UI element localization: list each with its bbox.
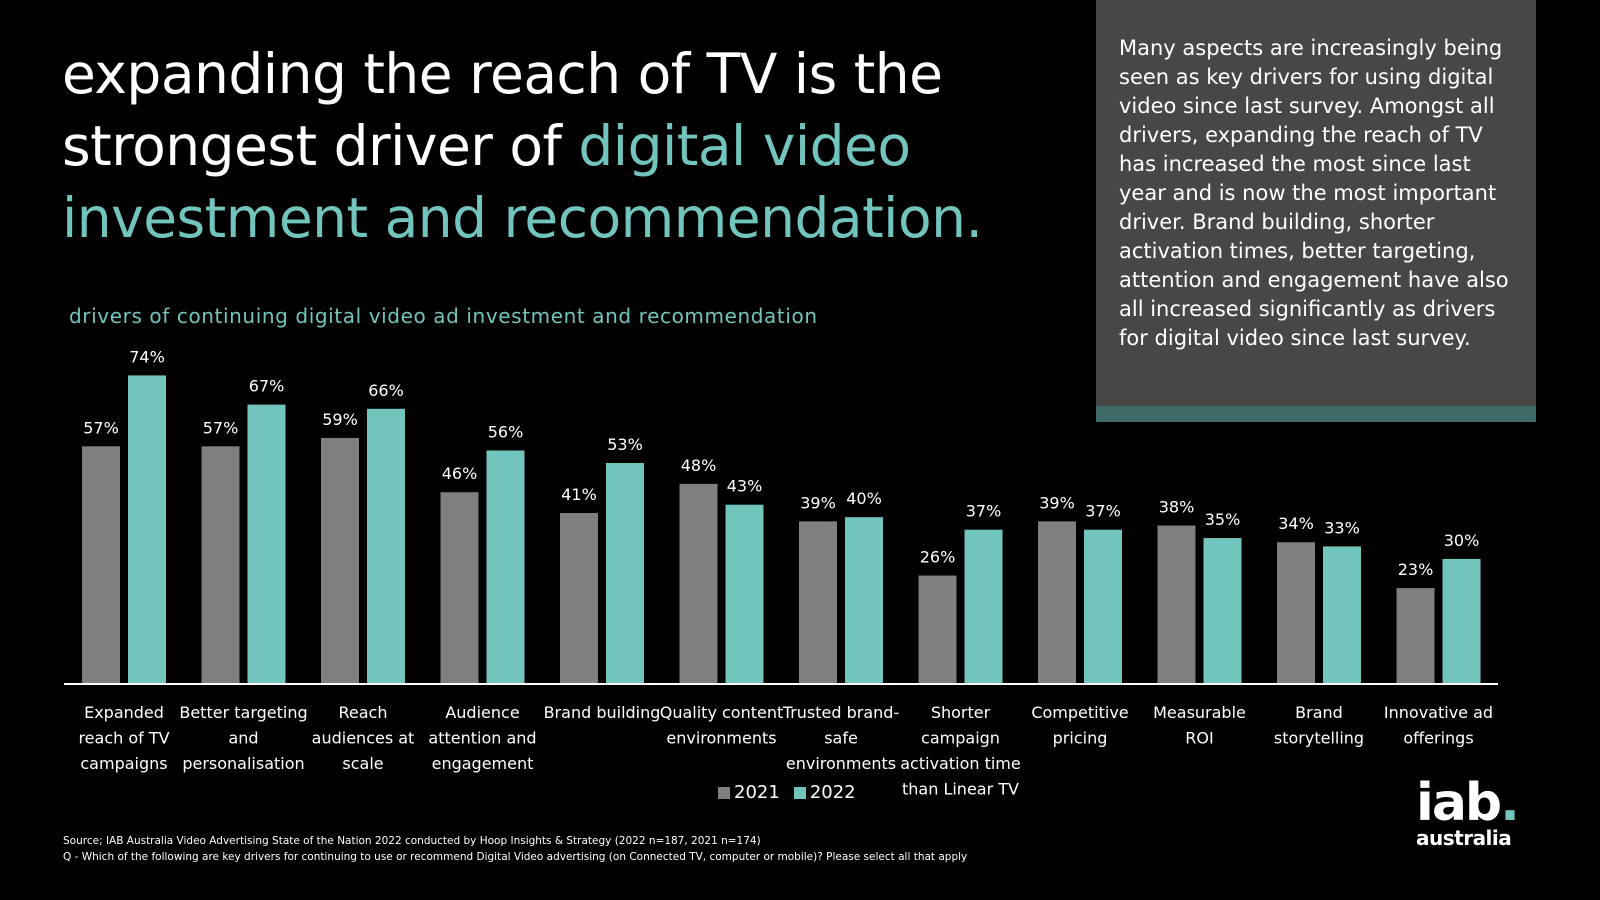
- category-label-9-1: ROI: [1185, 729, 1213, 748]
- bar-2021-4: [560, 513, 598, 684]
- category-label-10-1: storytelling: [1274, 729, 1364, 748]
- data-label-2022-7: 37%: [966, 502, 1002, 521]
- bar-2022-9: [1203, 538, 1242, 684]
- data-label-2022-0: 74%: [129, 347, 165, 366]
- bar-2021-7: [918, 575, 957, 684]
- category-label-8-1: pricing: [1053, 729, 1108, 748]
- bar-2022-2: [367, 408, 405, 684]
- data-label-2021-3: 46%: [442, 464, 478, 483]
- data-label-2021-5: 48%: [681, 456, 717, 475]
- data-label-2022-11: 30%: [1444, 531, 1480, 550]
- bar-2021-9: [1157, 525, 1196, 684]
- data-label-2021-11: 23%: [1398, 560, 1434, 579]
- category-label-3-2: engagement: [432, 754, 534, 773]
- category-label-2-1: audiences at: [312, 729, 415, 748]
- data-label-2022-5: 43%: [727, 477, 763, 496]
- category-label-11-1: offerings: [1403, 729, 1473, 748]
- category-label-6-2: environments: [786, 754, 896, 773]
- category-label-7-2: activation time: [900, 754, 1020, 773]
- logo-subtitle: australia: [1416, 826, 1512, 850]
- legend-item-2021: 2021: [718, 782, 780, 803]
- chart-title: drivers of continuing digital video ad i…: [69, 304, 818, 328]
- data-label-2022-8: 37%: [1085, 502, 1121, 521]
- bar-2022-6: [845, 517, 883, 684]
- data-label-2022-4: 53%: [607, 435, 643, 454]
- data-label-2022-2: 66%: [368, 381, 404, 400]
- data-label-2021-10: 34%: [1278, 514, 1314, 533]
- legend-item-2022: 2022: [793, 782, 856, 803]
- data-label-2021-1: 57%: [203, 418, 239, 437]
- category-label-1-2: personalisation: [182, 754, 304, 773]
- bar-2021-8: [1038, 521, 1076, 684]
- category-label-3-1: attention and: [428, 729, 536, 748]
- category-label-7-0: Shorter: [931, 703, 991, 722]
- data-label-2022-6: 40%: [846, 489, 882, 508]
- category-label-7-3: than Linear TV: [902, 780, 1019, 799]
- source-footnote: Source; IAB Australia Video Advertising …: [63, 835, 761, 847]
- insight-text: Many aspects are increasingly being seen…: [1119, 36, 1509, 350]
- headline-part1: expanding the reach of TV is the stronge…: [62, 42, 943, 178]
- bar-2022-11: [1442, 558, 1481, 684]
- bar-2021-6: [799, 521, 837, 684]
- category-label-11-0: Innovative ad: [1384, 703, 1493, 722]
- category-label-8-0: Competitive: [1031, 703, 1128, 722]
- category-label-1-0: Better targeting: [179, 703, 307, 722]
- legend-label-2022: 2022: [809, 782, 856, 803]
- category-label-5-0: Quality content: [660, 703, 784, 722]
- bar-2022-0: [128, 375, 166, 684]
- bar-2022-7: [964, 529, 1003, 684]
- headline: expanding the reach of TV is the stronge…: [62, 38, 1062, 254]
- category-label-6-0: Trusted brand-: [782, 703, 899, 722]
- category-label-0-0: Expanded: [84, 703, 164, 722]
- bar-2021-10: [1277, 542, 1315, 684]
- logo-wordmark: iab.: [1416, 773, 1520, 833]
- insight-box: Many aspects are increasingly being seen…: [1096, 0, 1536, 422]
- data-label-2021-4: 41%: [561, 485, 597, 504]
- question-footnote: Q - Which of the following are key drive…: [63, 851, 968, 863]
- bar-2022-5: [725, 504, 764, 684]
- bar-2022-3: [486, 450, 525, 684]
- category-label-4-0: Brand building: [544, 703, 661, 722]
- data-label-2021-9: 38%: [1159, 498, 1195, 517]
- data-label-2021-0: 57%: [83, 418, 119, 437]
- category-label-2-2: scale: [342, 754, 383, 773]
- headline-accent: digital video investment and recommendat…: [62, 114, 983, 250]
- data-label-2021-6: 39%: [800, 493, 836, 512]
- legend-swatch-2021: [718, 786, 730, 799]
- data-label-2022-10: 33%: [1324, 518, 1360, 537]
- bar-2022-1: [247, 404, 286, 684]
- bar-2022-8: [1084, 529, 1122, 684]
- category-label-1-1: and: [228, 729, 258, 748]
- bar-2021-5: [679, 483, 718, 684]
- legend-swatch-2022: [793, 786, 806, 799]
- category-label-10-0: Brand: [1295, 703, 1343, 722]
- category-label-0-2: campaigns: [80, 754, 167, 773]
- category-label-7-1: campaign: [921, 729, 1000, 748]
- data-label-2021-2: 59%: [322, 410, 358, 429]
- bar-2021-0: [82, 446, 120, 684]
- bar-2022-4: [606, 462, 644, 684]
- category-label-2-0: Reach: [339, 703, 388, 722]
- data-label-2021-7: 26%: [920, 548, 956, 567]
- bar-2021-1: [201, 446, 240, 684]
- data-label-2022-9: 35%: [1205, 510, 1241, 529]
- bar-2022-10: [1323, 546, 1361, 684]
- category-label-3-0: Audience: [445, 703, 519, 722]
- category-label-5-1: environments: [666, 729, 776, 748]
- bar-2021-11: [1396, 588, 1435, 684]
- category-label-0-1: reach of TV: [78, 729, 169, 748]
- data-label-2022-3: 56%: [488, 422, 524, 441]
- category-label-6-1: safe: [824, 729, 858, 748]
- chart-legend: 2021 2022: [718, 782, 856, 803]
- legend-label-2021: 2021: [734, 782, 780, 803]
- bar-2021-2: [321, 437, 359, 684]
- category-label-9-0: Measurable: [1153, 703, 1246, 722]
- data-label-2021-8: 39%: [1039, 493, 1075, 512]
- bar-2021-3: [440, 492, 479, 684]
- data-label-2022-1: 67%: [249, 377, 285, 396]
- iab-australia-logo: iab. australia: [1416, 773, 1528, 850]
